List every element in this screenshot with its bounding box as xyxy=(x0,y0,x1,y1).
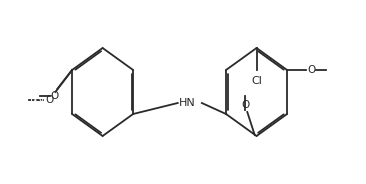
Text: methoxy: methoxy xyxy=(0,95,45,105)
Text: HN: HN xyxy=(179,98,195,108)
Text: Cl: Cl xyxy=(251,76,262,86)
Text: O: O xyxy=(46,95,54,105)
Text: O: O xyxy=(307,65,315,75)
Text: O: O xyxy=(51,91,59,101)
Text: O: O xyxy=(241,100,250,110)
